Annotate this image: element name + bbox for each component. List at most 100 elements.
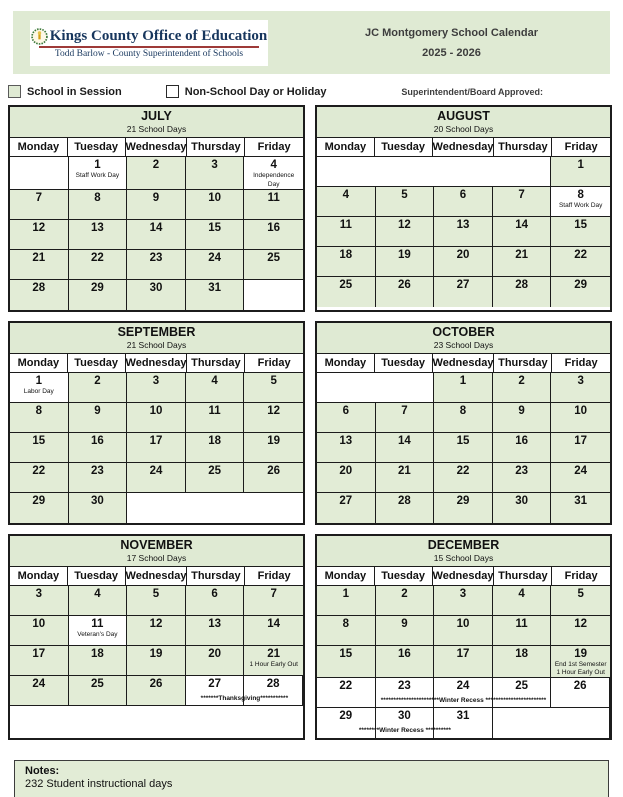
day-number: 5 bbox=[577, 587, 584, 600]
day-number: 4 bbox=[94, 587, 101, 600]
weekday-header-thursday: Thursday bbox=[187, 566, 246, 586]
weekday-header-tuesday: Tuesday bbox=[374, 138, 433, 157]
day-number: 25 bbox=[515, 680, 528, 693]
day-number: 29 bbox=[456, 494, 470, 507]
day-cell-july-11: 11 bbox=[244, 189, 303, 220]
day-number: 24 bbox=[208, 251, 221, 264]
school-days-count: 21 School Days bbox=[126, 124, 187, 134]
week-row: 13 14 15 16 17 bbox=[317, 432, 610, 463]
day-number: 30 bbox=[149, 281, 163, 294]
day-number: 27 bbox=[208, 677, 221, 690]
day-cell-november-3: 3 bbox=[10, 585, 69, 616]
week-row: 18 19 20 21 22 bbox=[317, 247, 610, 277]
day-cell-august-26: 26 bbox=[375, 277, 435, 307]
document-title: JC Montgomery School Calendar bbox=[365, 26, 538, 39]
week-row: 25 26 27 28 29 bbox=[317, 277, 610, 307]
day-cell-october-21: 21 bbox=[375, 462, 435, 493]
day-number: 15 bbox=[339, 647, 353, 660]
non-school-swatch-icon bbox=[165, 85, 179, 98]
day-cell-october-28: 28 bbox=[375, 492, 435, 523]
month-name: AUGUST bbox=[437, 109, 490, 123]
week-row: 20 21 22 23 24 bbox=[317, 462, 610, 493]
day-number: 20 bbox=[456, 249, 470, 261]
weekday-header-wednesday: Wednesday bbox=[125, 353, 188, 373]
day-number: 29 bbox=[574, 279, 588, 291]
weekday-header-monday: Monday bbox=[317, 566, 375, 586]
legend-item-in-session: School in Session bbox=[8, 85, 122, 98]
day-cell-october-1: 1 bbox=[434, 372, 493, 403]
day-number: 14 bbox=[515, 219, 528, 231]
day-cell-december-12: 12 bbox=[551, 615, 610, 646]
day-number: 25 bbox=[208, 464, 221, 477]
day-cell-november-12: 12 bbox=[127, 615, 186, 646]
month-name: NOVEMBER bbox=[120, 537, 193, 552]
day-cell-december-1: 1 bbox=[317, 585, 376, 616]
day-cell-december-25: 25 bbox=[492, 678, 552, 709]
day-number: 7 bbox=[35, 191, 42, 204]
day-number: 27 bbox=[339, 494, 353, 507]
day-number: 31 bbox=[208, 281, 221, 294]
day-cell-august-13: 13 bbox=[434, 217, 493, 247]
day-number: 2 bbox=[152, 159, 160, 171]
day-number: 19 bbox=[267, 434, 281, 447]
day-cell-august-21: 21 bbox=[492, 247, 552, 277]
weekday-header-tuesday: Tuesday bbox=[67, 353, 126, 373]
school-year: 2025 - 2026 bbox=[422, 46, 481, 59]
day-cell-september-16: 16 bbox=[68, 432, 128, 463]
day-number: 13 bbox=[339, 434, 353, 447]
day-number: 20 bbox=[208, 647, 221, 660]
day-number: 17 bbox=[32, 647, 46, 660]
day-cell-july-7: 7 bbox=[10, 189, 69, 220]
day-number: 2 bbox=[94, 374, 101, 387]
day-number: 14 bbox=[149, 221, 163, 234]
legend-row: School in Session Non-School Day or Holi… bbox=[8, 85, 615, 98]
day-number: 23 bbox=[397, 680, 411, 693]
day-cell-september-10: 10 bbox=[127, 402, 186, 433]
day-number: 17 bbox=[574, 434, 588, 447]
day-cell-december-19: 19 End 1st Semester 1 Hour Early Out bbox=[551, 645, 610, 679]
day-number: 1 bbox=[35, 374, 42, 387]
day-number: 12 bbox=[32, 221, 46, 234]
calendar-grid: JULY 21 School Days Monday Tuesday Wednesday… bbox=[8, 105, 615, 741]
day-number: 13 bbox=[208, 617, 221, 630]
weekday-header-friday: Friday bbox=[245, 138, 303, 157]
weekday-header-tuesday: Tuesday bbox=[374, 566, 433, 586]
day-number: 21 bbox=[515, 249, 528, 261]
month-november: NOVEMBER 17 School Days Monday Tuesday Wedne… bbox=[8, 533, 305, 741]
day-number: 12 bbox=[267, 404, 281, 417]
day-cell-blank bbox=[10, 157, 69, 190]
weekday-header-wednesday: Wednesday bbox=[125, 138, 188, 157]
day-number: 25 bbox=[267, 251, 281, 264]
weekday-header-wednesday: Wednesday bbox=[432, 138, 495, 157]
weekday-header-thursday: Thursday bbox=[494, 566, 553, 586]
day-cell-september-15: 15 bbox=[10, 432, 69, 463]
day-number: 3 bbox=[577, 374, 584, 387]
day-cell-october-24: 24 bbox=[551, 462, 610, 493]
month-title-november: NOVEMBER 17 School Days bbox=[10, 535, 303, 567]
day-number: 14 bbox=[397, 434, 411, 447]
day-number: 25 bbox=[339, 279, 353, 291]
day-cell-august-20: 20 bbox=[434, 247, 493, 277]
day-cell-september-19: 19 bbox=[244, 432, 303, 463]
day-note: Staff Work Day bbox=[558, 202, 603, 210]
day-number: 15 bbox=[456, 434, 470, 447]
month-title-july: JULY 21 School Days bbox=[10, 107, 303, 138]
day-number: 18 bbox=[208, 434, 221, 447]
day-cell-october-29: 29 bbox=[434, 492, 493, 523]
day-number: 23 bbox=[515, 464, 528, 477]
day-number: 6 bbox=[459, 189, 467, 201]
day-number: 16 bbox=[90, 434, 104, 447]
day-number: 9 bbox=[152, 191, 160, 204]
day-cell-july-13: 13 bbox=[68, 219, 128, 250]
day-number: 12 bbox=[574, 617, 588, 630]
day-cell-november-14: 14 bbox=[244, 615, 303, 646]
week-row: 10 11 Veteran's Day 12 13 14 bbox=[10, 615, 303, 646]
day-cell-december-31: 31 bbox=[434, 708, 493, 739]
weekday-header-thursday: Thursday bbox=[494, 138, 553, 157]
day-cell-october-17: 17 bbox=[551, 432, 610, 463]
day-number: 26 bbox=[149, 677, 163, 690]
day-cell-december-8: 8 bbox=[317, 615, 376, 646]
day-number: 26 bbox=[267, 464, 281, 477]
day-number: 7 bbox=[270, 587, 277, 600]
day-number: 13 bbox=[456, 219, 470, 231]
